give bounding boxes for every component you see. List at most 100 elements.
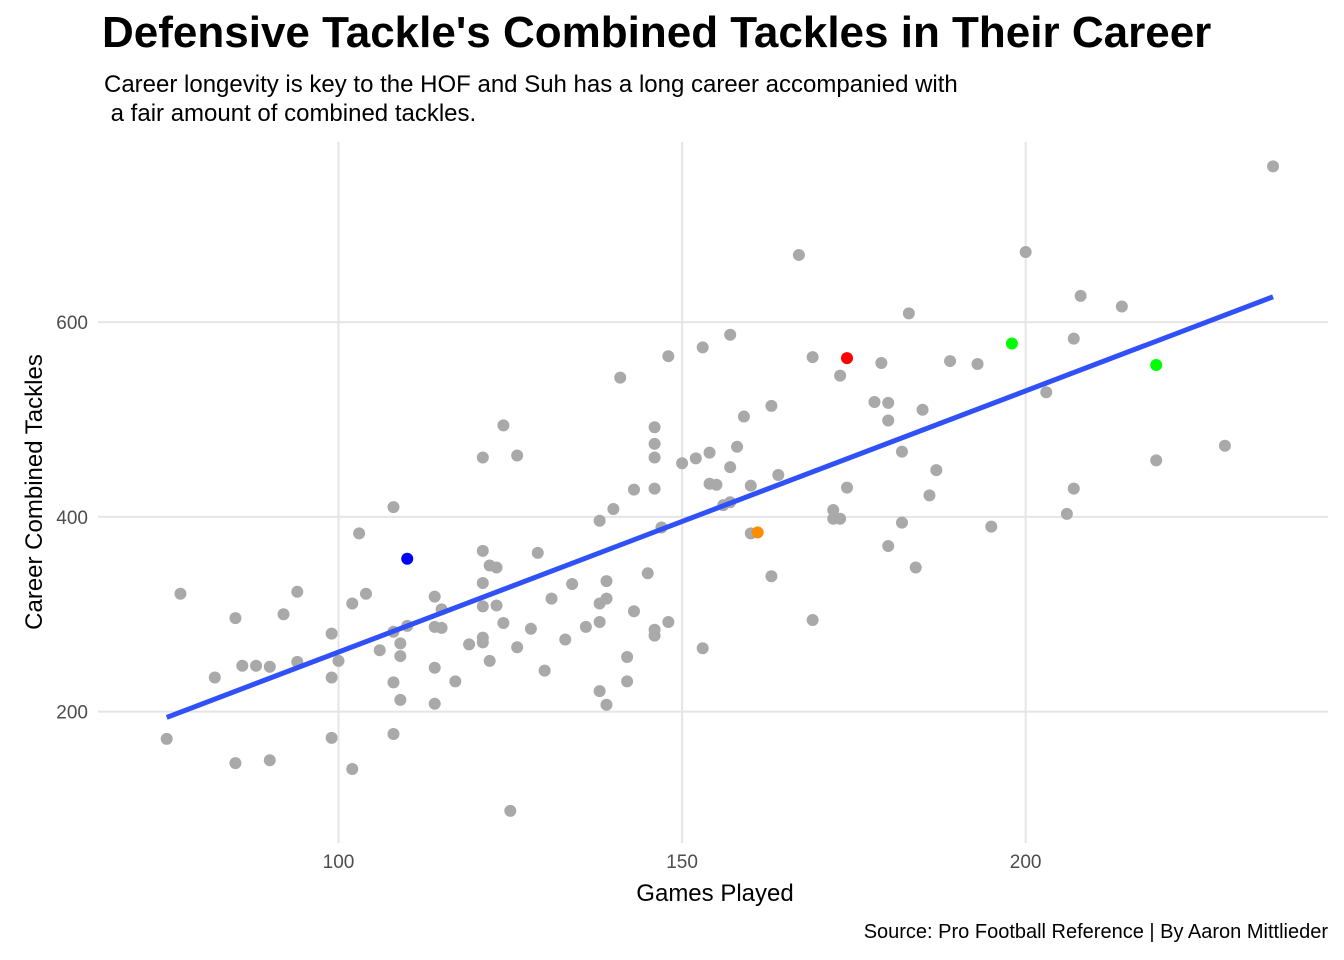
data-point [387,501,400,514]
data-point [895,516,908,529]
data-point [476,577,489,590]
x-axis-ticks: 100 150 200 [323,852,1042,873]
highlighted-point [751,526,764,539]
data-point [627,605,640,618]
data-point [648,451,661,464]
data-point [600,575,613,588]
data-point [174,587,187,600]
data-point [524,622,537,635]
data-point [566,578,579,591]
data-point [511,641,524,654]
data-point [449,675,462,688]
data-point [648,629,661,642]
data-point [662,615,675,628]
data-point [1040,386,1053,399]
data-point [208,671,221,684]
data-point [593,615,606,628]
data-point [428,697,441,710]
data-point [971,357,984,370]
data-point [930,464,943,477]
data-point [744,479,757,492]
data-point [387,727,400,740]
data-point [1074,289,1087,302]
data-point [696,642,709,655]
data-point [1150,454,1163,467]
data-point [490,599,503,612]
data-point [394,693,407,706]
data-point [600,698,613,711]
data-point [985,520,998,533]
chart-title: Defensive Tackle's Combined Tackles in T… [102,8,1212,57]
data-point [737,410,750,423]
data-point [1067,332,1080,345]
data-point [916,403,929,416]
data-point [229,612,242,625]
data-point [332,654,345,667]
data-point [909,561,922,574]
x-tick-label: 100 [323,852,355,873]
data-point [648,482,661,495]
y-axis-ticks: 200 400 600 [56,313,88,723]
highlighted-point [1005,337,1018,350]
data-point [483,654,496,667]
data-point [1115,300,1128,313]
x-tick-label: 150 [666,852,698,873]
data-point [346,597,359,610]
data-point [882,540,895,553]
data-point [1060,507,1073,520]
x-tick-label: 200 [1010,852,1042,873]
data-point [710,478,723,491]
x-axis-title: Games Played [636,880,793,907]
data-point [662,350,675,363]
data-point [765,570,778,583]
data-point [325,627,338,640]
data-point [497,419,510,432]
data-point [160,732,173,745]
data-point [291,585,304,598]
data-point [868,395,881,408]
data-point [765,399,778,412]
data-point [882,414,895,427]
data-point [696,341,709,354]
data-point [394,650,407,663]
data-point [944,355,957,368]
data-point [834,369,847,382]
data-point [236,659,249,672]
data-point [250,659,263,672]
y-tick-label: 400 [56,508,88,529]
trend-line-group [165,294,1274,720]
data-point [882,396,895,409]
data-point [497,616,510,629]
data-point [772,468,785,481]
data-point [263,754,276,767]
data-point [840,481,853,494]
data-point [1067,482,1080,495]
trend-line [165,294,1274,720]
data-point [490,561,503,574]
highlighted-point [401,552,414,565]
data-point [724,461,737,474]
highlighted-points [401,337,1163,565]
data-point [476,544,489,557]
data-point [476,600,489,613]
data-point [648,421,661,434]
y-axis-title: Career Combined Tackles [21,354,48,630]
y-tick-label: 600 [56,313,88,334]
data-point [607,503,620,516]
data-point [648,437,661,450]
data-point [1267,160,1280,173]
data-point [511,449,524,462]
data-point [325,671,338,684]
data-point [435,621,448,634]
data-point [895,445,908,458]
data-point [703,446,716,459]
data-point [346,763,359,776]
data-point [593,514,606,527]
gridlines [98,142,1328,843]
data-point [627,483,640,496]
data-point [806,351,819,364]
data-point [579,620,592,633]
highlighted-point [840,352,853,365]
data-point [875,357,888,370]
data-point [806,614,819,627]
